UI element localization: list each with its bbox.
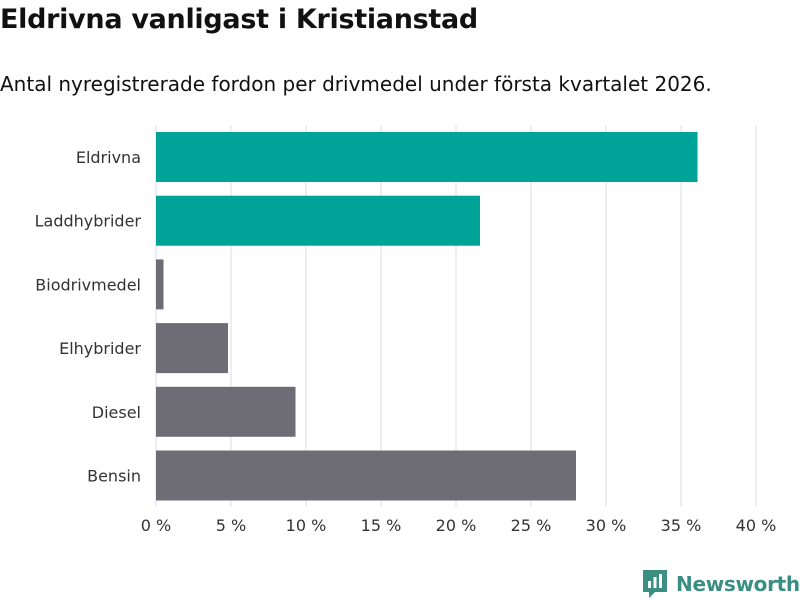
- category-label-biodrivmedel: Biodrivmedel: [35, 275, 141, 294]
- bars: [156, 132, 698, 501]
- x-tick-label: 15 %: [361, 516, 402, 535]
- x-tick-label: 5 %: [216, 516, 246, 535]
- chart-title: Eldrivna vanligast i Kristianstad: [0, 4, 478, 35]
- category-label-elhybrider: Elhybrider: [59, 339, 141, 358]
- x-tick-label: 35 %: [661, 516, 702, 535]
- category-label-laddhybrider: Laddhybrider: [35, 212, 142, 231]
- x-tick-label: 20 %: [436, 516, 477, 535]
- bar-laddhybrider: [156, 195, 480, 246]
- x-tick-label: 0 %: [141, 516, 171, 535]
- newsworthy-logo-icon: [643, 570, 667, 598]
- category-label-diesel: Diesel: [92, 403, 141, 422]
- gridlines: [155, 125, 757, 507]
- x-tick-label: 10 %: [286, 516, 327, 535]
- x-tick-label: 25 %: [511, 516, 552, 535]
- x-tick-label: 30 %: [586, 516, 627, 535]
- newsworthy-logo: Newsworthy: [642, 568, 800, 600]
- bar-diesel: [156, 386, 296, 437]
- category-labels: Eldrivna Laddhybrider Biodrivmedel Elhybrid…: [35, 148, 142, 486]
- x-tick-label: 40 %: [736, 516, 777, 535]
- newsworthy-logo-text: Newsworthy: [676, 572, 800, 596]
- category-label-bensin: Bensin: [87, 467, 141, 486]
- x-tick-labels: 0 % 5 % 10 % 15 % 20 % 25 % 30 % 35 % 40 %: [141, 516, 777, 535]
- bar-elhybrider: [156, 323, 228, 374]
- chart-subtitle: Antal nyregistrerade fordon per drivmede…: [0, 72, 712, 96]
- bar-bensin: [156, 450, 576, 501]
- bar-eldrivna: [156, 132, 698, 182]
- bar-biodrivmedel: [156, 259, 164, 310]
- category-label-eldrivna: Eldrivna: [76, 148, 141, 167]
